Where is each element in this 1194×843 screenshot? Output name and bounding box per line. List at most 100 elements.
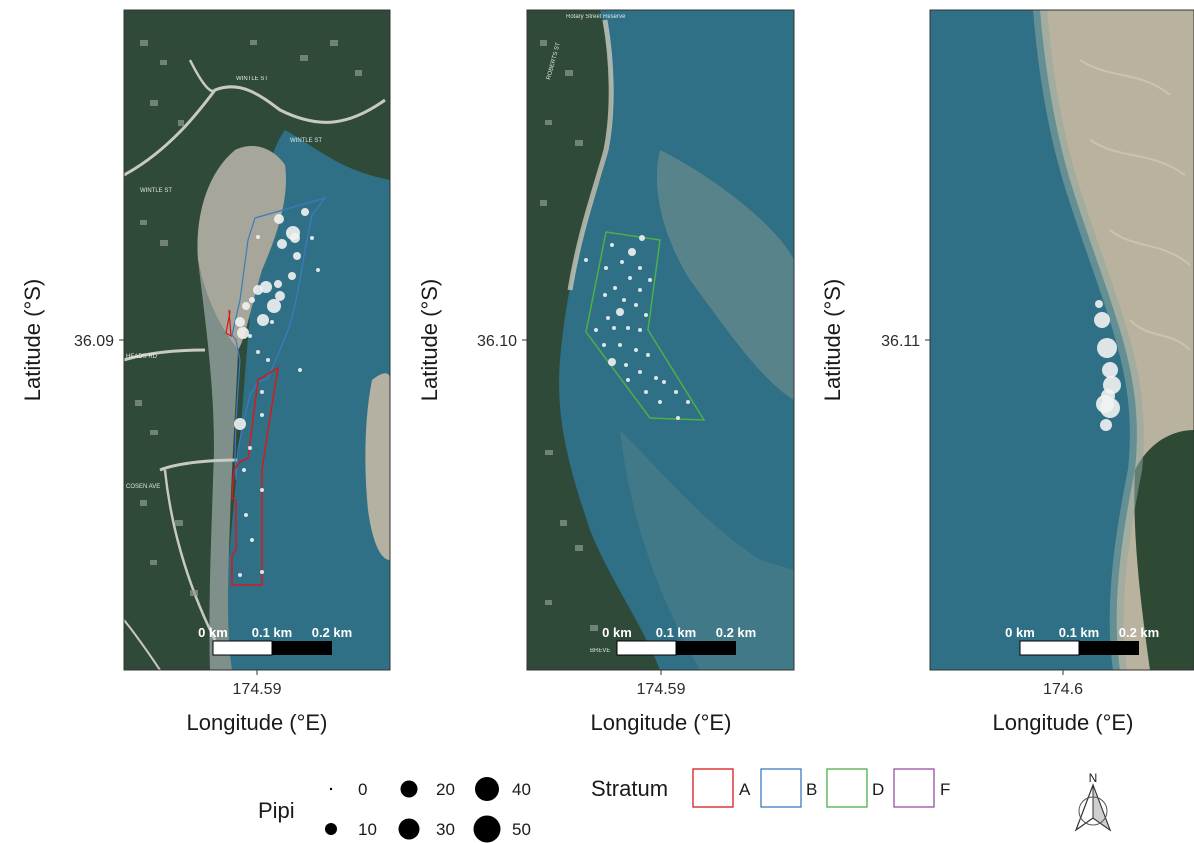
pipi-sample-point bbox=[1102, 362, 1118, 378]
pipi-sample-point bbox=[606, 316, 610, 320]
pipi-sample-point bbox=[628, 248, 636, 256]
y-tick-label: 36.09 bbox=[74, 333, 114, 350]
pipi-sample-point bbox=[648, 278, 652, 282]
pipi-sample-point bbox=[1100, 419, 1112, 431]
pipi-sample-point bbox=[267, 299, 281, 313]
pipi-sample-point bbox=[604, 266, 608, 270]
stratum-key-f bbox=[893, 768, 935, 808]
stratum-key-label-b: B bbox=[806, 780, 817, 799]
size-key-30 bbox=[398, 818, 420, 840]
pipi-sample-point bbox=[620, 260, 624, 264]
pipi-sample-point bbox=[610, 243, 614, 247]
scale-label-2: 0.2 km bbox=[312, 625, 352, 640]
pipi-sample-point bbox=[584, 258, 588, 262]
pipi-sample-point bbox=[634, 303, 638, 307]
size-key-40 bbox=[475, 777, 499, 801]
pipi-sample-point bbox=[624, 363, 628, 367]
pipi-sample-point bbox=[608, 358, 616, 366]
pipi-sample-point bbox=[270, 320, 274, 324]
north-arrow-icon: N bbox=[1074, 771, 1112, 832]
street-label-3: WINTLE ST bbox=[140, 188, 172, 194]
x-tick-label: 174.6 bbox=[1043, 681, 1083, 698]
scale-label-2: 0.2 km bbox=[716, 625, 756, 640]
pipi-sample-point bbox=[293, 252, 301, 260]
x-tick-label: 174.59 bbox=[233, 681, 282, 698]
scale-label-2: 0.2 km bbox=[1119, 625, 1159, 640]
pipi-sample-point bbox=[249, 297, 255, 303]
pipi-sample-point bbox=[644, 313, 648, 317]
map-panel-2: Rotary Street Reserve ROBERTS ST BREVE 0… bbox=[417, 9, 795, 735]
stratum-legend: Stratum A B D F bbox=[591, 768, 950, 808]
pipi-sample-point bbox=[613, 286, 617, 290]
scale-label-0: 0 km bbox=[198, 625, 228, 640]
y-axis-title: Latitude (°S) bbox=[20, 279, 45, 402]
pipi-sample-point bbox=[301, 208, 309, 216]
street-label-4: HEADS RD bbox=[126, 354, 158, 360]
pipi-sample-point bbox=[622, 298, 626, 302]
y-axis-title: Latitude (°S) bbox=[417, 279, 442, 402]
pipi-sample-point bbox=[662, 380, 666, 384]
stratum-legend-title: Stratum bbox=[591, 776, 668, 801]
pipi-sample-point bbox=[628, 276, 632, 280]
scale-bar: 0 km 0.1 km 0.2 km bbox=[198, 625, 352, 656]
x-axis-title: Longitude (°E) bbox=[591, 710, 732, 735]
stratum-key-label-f: F bbox=[940, 780, 950, 799]
pipi-sample-point bbox=[256, 350, 260, 354]
pipi-sample-point bbox=[674, 390, 678, 394]
stratum-a-fragment bbox=[225, 309, 232, 338]
pipi-sample-point bbox=[256, 235, 260, 239]
pipi-sample-point bbox=[626, 326, 630, 330]
pipi-sample-point bbox=[288, 272, 296, 280]
pipi-sample-point bbox=[638, 370, 642, 374]
pipi-sample-point bbox=[248, 334, 252, 338]
pipi-sample-point bbox=[248, 446, 252, 450]
map-panel-1: WINTLE ST WINTLE ST WINTLE ST HEADS RD C… bbox=[20, 9, 391, 735]
scale-label-0: 0 km bbox=[1005, 625, 1035, 640]
scale-label-0: 0 km bbox=[602, 625, 632, 640]
street-label-3: BREVE bbox=[590, 648, 610, 654]
scale-label-1: 0.1 km bbox=[252, 625, 292, 640]
pipi-sample-point bbox=[274, 280, 282, 288]
pipi-sample-point bbox=[1100, 398, 1120, 418]
pipi-sample-point bbox=[298, 368, 302, 372]
pipi-sample-point bbox=[602, 343, 606, 347]
stratum-key-b bbox=[760, 768, 802, 808]
stratum-key-d bbox=[826, 768, 868, 808]
pipi-sample-point bbox=[260, 570, 264, 574]
pipi-sample-point bbox=[277, 239, 287, 249]
size-key-label-20: 20 bbox=[436, 780, 455, 799]
y-axis-title: Latitude (°S) bbox=[820, 279, 845, 402]
pipi-sample-point bbox=[626, 378, 630, 382]
scale-label-1: 0.1 km bbox=[1059, 625, 1099, 640]
stratum-key-label-d: D bbox=[872, 780, 884, 799]
street-label-5: COSEN AVE bbox=[126, 484, 160, 490]
size-key-label-50: 50 bbox=[512, 820, 531, 839]
stratum-key-label-a: A bbox=[739, 780, 751, 799]
satellite-basemap: Rotary Street Reserve ROBERTS ST BREVE 0… bbox=[527, 10, 794, 670]
pipi-sample-point bbox=[260, 413, 264, 417]
pipi-sample-point bbox=[618, 343, 622, 347]
pipi-sample-point bbox=[260, 488, 264, 492]
pipi-sample-point bbox=[1097, 338, 1117, 358]
satellite-basemap: WINTLE ST WINTLE ST WINTLE ST HEADS RD C… bbox=[124, 10, 390, 670]
size-key-50 bbox=[473, 815, 501, 843]
y-tick-label: 36.10 bbox=[477, 333, 517, 350]
scale-label-1: 0.1 km bbox=[656, 625, 696, 640]
size-key-0 bbox=[329, 787, 333, 791]
pipi-sample-point bbox=[274, 214, 284, 224]
pipi-sample-point bbox=[616, 308, 624, 316]
satellite-basemap: 0 km 0.1 km 0.2 km bbox=[930, 10, 1194, 670]
street-label-1: Rotary Street Reserve bbox=[566, 14, 626, 20]
stratum-d-polygon bbox=[585, 231, 706, 421]
size-key-label-0: 0 bbox=[358, 780, 367, 799]
street-label-2: WINTLE ST bbox=[290, 138, 322, 144]
pipi-sample-point bbox=[316, 268, 320, 272]
size-legend: Pipi 0 10 20 30 40 50 bbox=[258, 777, 531, 843]
pipi-sample-point bbox=[242, 468, 246, 472]
scale-bar: 0 km 0.1 km 0.2 km bbox=[602, 625, 756, 656]
pipi-sample-point bbox=[686, 400, 690, 404]
pipi-sample-point bbox=[658, 400, 662, 404]
pipi-sample-point bbox=[644, 390, 648, 394]
scale-bar: 0 km 0.1 km 0.2 km bbox=[1005, 625, 1159, 656]
